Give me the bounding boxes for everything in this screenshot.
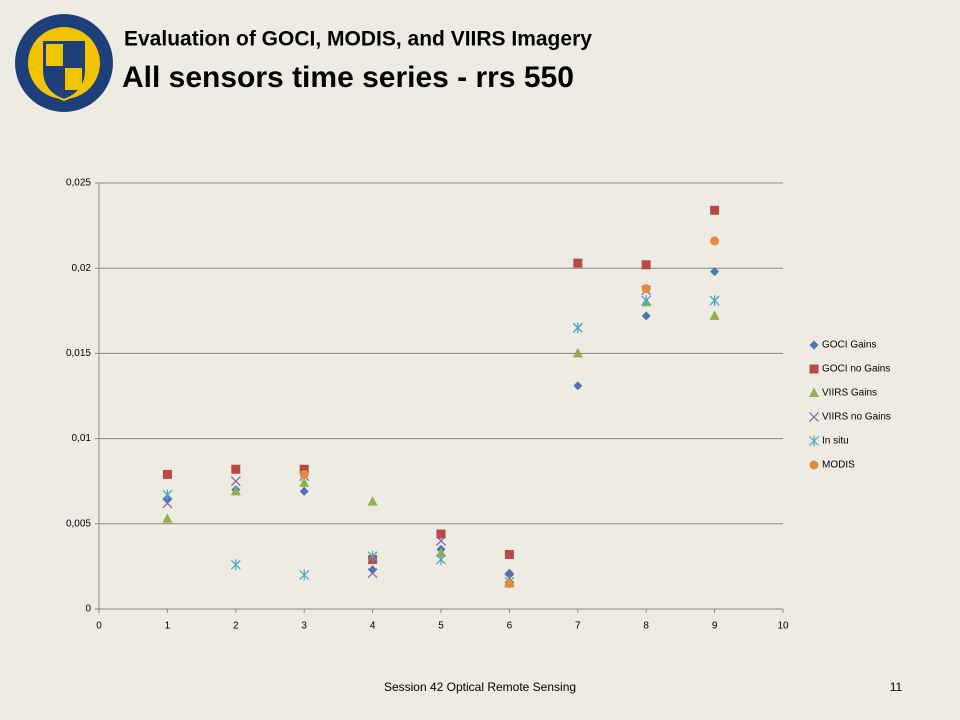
marker [436,529,446,539]
marker [299,464,309,474]
marker [231,464,241,474]
y-tick-label: 0,015 [66,348,91,359]
marker [230,559,241,571]
marker [230,485,241,496]
marker [230,476,241,487]
y-tick-label: 0,01 [72,433,92,444]
marker [299,486,309,496]
y-tick-label: 0,005 [66,518,91,529]
marker [299,477,310,487]
slide-subtitle: All sensors time series - rrs 550 [122,61,574,94]
marker [436,547,446,557]
marker [572,322,583,334]
footer: Session 42 Optical Remote Sensing [384,680,576,694]
marker [710,236,720,246]
marker [368,565,378,575]
marker [710,205,720,215]
legend-marker [809,460,819,470]
y-tick-label: 0,02 [72,263,92,274]
legend-label: MODIS [822,460,855,471]
marker [709,310,720,320]
legend-marker [809,412,819,422]
marker [573,258,583,268]
legend-marker [809,435,819,447]
marker [641,284,651,294]
logo-quad [65,68,82,90]
x-tick-label: 10 [777,621,789,632]
marker [504,578,514,588]
marker [436,554,446,566]
marker [299,469,309,479]
marker [710,267,720,277]
legend-marker [809,340,819,350]
marker [641,260,651,270]
x-tick-label: 0 [96,621,102,632]
page-number: 11 [890,680,903,694]
marker [367,496,378,506]
marker [641,295,652,307]
y-tick-label: 0,025 [66,178,91,189]
x-tick-label: 9 [712,621,718,632]
marker [573,381,583,391]
marker [504,549,514,559]
marker [367,550,378,562]
marker [162,469,172,479]
marker [162,513,173,523]
x-tick-label: 3 [301,621,307,632]
logo [15,14,113,112]
marker [641,311,651,321]
marker [299,569,310,581]
legend-label: In situ [822,436,849,447]
legend-label: GOCI no Gains [822,364,890,375]
legend-label: GOCI Gains [822,340,876,351]
x-tick-label: 7 [575,621,581,632]
legend-label: VIIRS Gains [822,388,877,399]
legend-marker [809,364,819,374]
x-tick-label: 1 [165,621,171,632]
logo-quad [46,44,63,66]
x-tick-label: 5 [438,621,444,632]
marker [436,535,446,546]
marker [162,489,173,501]
x-tick-label: 2 [233,621,239,632]
slide-title: Evaluation of GOCI, MODIS, and VIIRS Ima… [124,28,592,51]
x-tick-label: 6 [507,621,513,632]
x-tick-label: 4 [370,621,376,632]
marker [162,498,173,509]
legend: GOCI Gains GOCI no Gains VIIRS Gains VIIRS … [809,340,891,471]
marker [709,295,720,307]
marker [367,568,378,579]
marker [572,347,583,358]
legend-marker [809,387,819,397]
y-tick-label: 0 [85,604,91,615]
legend-label: VIIRS no Gains [822,412,891,423]
chart: 0 0,005 0,01 0,015 0,02 0,025 0 1 2 3 4 5 6 7 8 9 10 GOCI… [66,178,891,632]
x-tick-label: 8 [643,621,649,632]
